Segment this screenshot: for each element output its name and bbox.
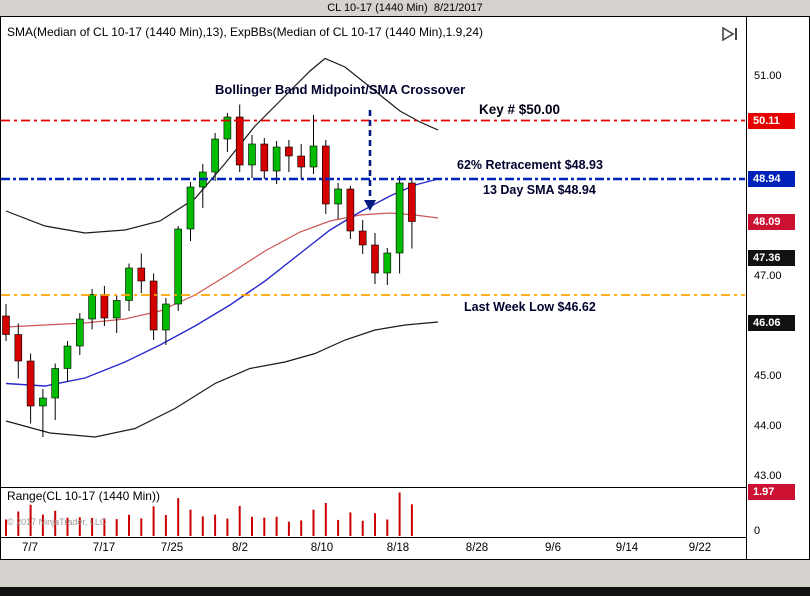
time-axis-separator: [0, 537, 810, 538]
play-triangle-icon: [722, 26, 735, 42]
date-label: 7/17: [92, 542, 116, 554]
date-label: 8/18: [386, 542, 410, 554]
date-label: 9/14: [615, 542, 639, 554]
annotation-key-level: Key # $50.00: [479, 102, 561, 117]
date-label: 8/10: [310, 542, 334, 554]
indicator-label: SMA(Median of CL 10-17 (1440 Min),13), E…: [7, 25, 484, 39]
date-label: 8/2: [232, 542, 248, 554]
annotation-last-week-low: Last Week Low $46.62: [464, 300, 596, 314]
price-label: 44.00: [754, 420, 782, 432]
range-indicator-label: Range(CL 10-17 (1440 Min)): [7, 489, 160, 503]
window-bottom-strip: [0, 560, 810, 587]
window-title: CL 10-17 (1440 Min) 8/21/2017: [327, 2, 483, 14]
time-axis[interactable]: 7/7 7/17 7/25 8/2 8/10 8/18 8/28 9/6 9/14 9/22: [0, 539, 746, 559]
window-titlebar[interactable]: CL 10-17 (1440 Min) 8/21/2017: [0, 0, 810, 16]
taskbar-strip: [0, 587, 810, 596]
copyright-text: © 2017 NinjaTrader, LLC: [7, 517, 107, 527]
date-label: 9/6: [545, 542, 561, 554]
price-badge: 46.06: [748, 315, 795, 331]
price-badge: 48.94: [748, 171, 795, 187]
price-badge: 47.36: [748, 250, 795, 266]
date-label: 8/28: [465, 542, 489, 554]
price-axis[interactable]: 51.00 47.00 45.00 44.00 43.00 50.11 48.94 48.09…: [746, 17, 809, 559]
price-label: 45.00: [754, 370, 782, 382]
price-label: 47.00: [754, 270, 782, 282]
date-label: 7/7: [22, 542, 38, 554]
range-panel-separator: [0, 487, 810, 488]
annotation-13day-sma: 13 Day SMA $48.94: [483, 183, 596, 197]
range-value-badge: 1.97: [748, 484, 795, 501]
price-badge: 50.11: [748, 112, 795, 129]
price-badge: 48.09: [748, 213, 795, 230]
price-label: 51.00: [754, 70, 782, 82]
range-zero-label: 0: [754, 525, 761, 537]
date-label: 9/22: [688, 542, 712, 554]
date-label: 7/25: [160, 542, 184, 554]
chart-panel: [0, 16, 810, 560]
annotation-crossover: Bollinger Band Midpoint/SMA Crossover: [215, 82, 466, 97]
annotation-retracement: 62% Retracement $48.93: [457, 158, 603, 172]
price-label: 43.00: [754, 470, 782, 482]
skip-to-end-icon[interactable]: [719, 26, 743, 42]
